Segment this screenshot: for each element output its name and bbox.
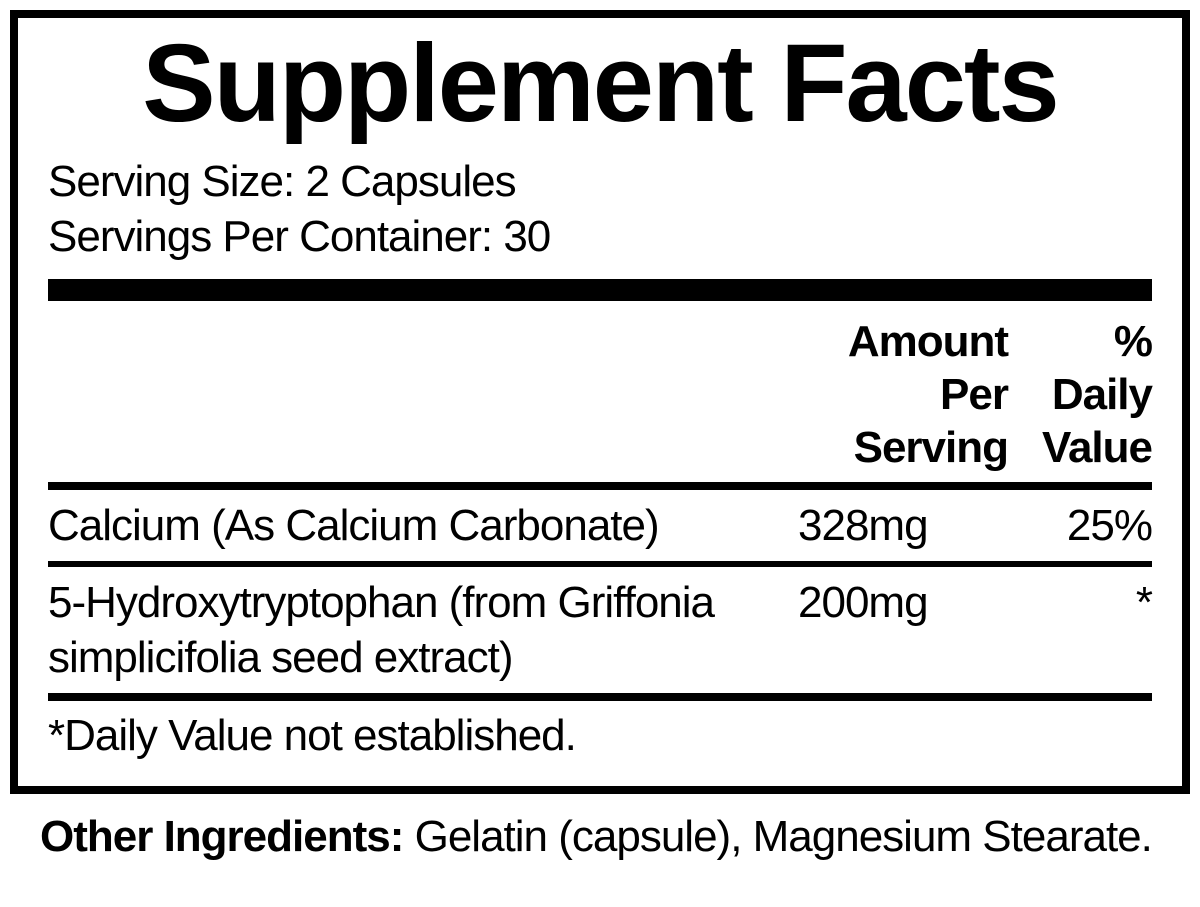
other-ingredients: Other Ingredients: Gelatin (capsule), Ma… — [10, 794, 1190, 864]
header-amount: Amount Per Serving — [788, 316, 1008, 474]
ingredient-dv: 25% — [968, 498, 1152, 553]
supplement-facts-panel: Supplement Facts Serving Size: 2 Capsule… — [10, 10, 1190, 794]
ingredient-amount: 200mg — [788, 575, 968, 630]
other-ingredients-value: Gelatin (capsule), Magnesium Stearate. — [415, 812, 1152, 861]
serving-size: Serving Size: 2 Capsules — [48, 154, 1152, 209]
column-headers: Amount Per Serving % Daily Value — [48, 316, 1152, 474]
servings-per-container: Servings Per Container: 30 — [48, 209, 1152, 264]
ingredient-row: 5-Hydroxytryptophan (from Griffonia simp… — [48, 567, 1152, 693]
ingredient-name: Calcium (As Calcium Carbonate) — [48, 498, 788, 553]
divider — [48, 693, 1152, 701]
header-spacer — [48, 316, 788, 474]
ingredient-row: Calcium (As Calcium Carbonate) 328mg 25% — [48, 490, 1152, 561]
ingredient-name: 5-Hydroxytryptophan (from Griffonia simp… — [48, 575, 788, 685]
ingredient-amount: 328mg — [788, 498, 968, 553]
header-dv: % Daily Value — [1008, 316, 1152, 474]
divider — [48, 482, 1152, 490]
footnote: *Daily Value not established. — [48, 701, 1152, 766]
panel-title: Supplement Facts — [48, 23, 1152, 144]
other-ingredients-label: Other Ingredients: — [40, 812, 415, 861]
thick-divider — [48, 279, 1152, 301]
ingredient-dv: * — [968, 575, 1152, 630]
